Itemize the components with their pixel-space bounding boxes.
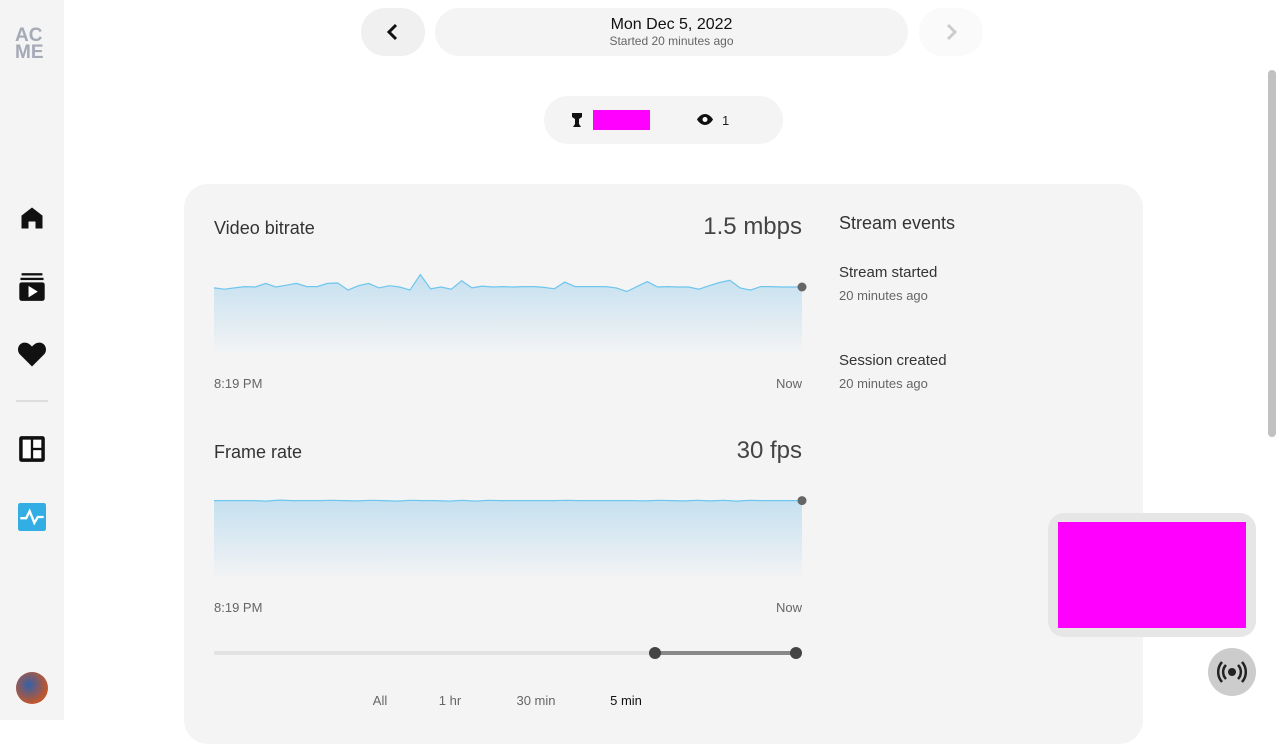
event-name: Stream started bbox=[839, 264, 938, 281]
range-button[interactable]: 30 min bbox=[516, 693, 556, 708]
date: Mon Dec 5, 2022 bbox=[610, 16, 733, 33]
next-button[interactable] bbox=[919, 8, 983, 56]
divider bbox=[16, 400, 48, 402]
range-button[interactable]: 5 min bbox=[610, 693, 642, 708]
metric-title: Video bitrate bbox=[214, 218, 315, 238]
event-name: Session created bbox=[839, 352, 947, 369]
video-frame bbox=[1058, 522, 1246, 628]
scrollbar[interactable] bbox=[1268, 70, 1276, 437]
sparkline-area bbox=[214, 500, 802, 580]
dashboard-icon[interactable] bbox=[18, 435, 46, 463]
last-point bbox=[797, 496, 807, 506]
date-pill: Mon Dec 5, 2022 Started 20 minutes ago bbox=[435, 8, 908, 56]
sparkline-area bbox=[214, 274, 802, 355]
sidebar: AC ME bbox=[0, 0, 64, 720]
broadcast-button[interactable] bbox=[1208, 648, 1256, 696]
sparkline bbox=[214, 499, 802, 502]
slider-range bbox=[655, 651, 796, 655]
axis-start-label: 8:19 PM bbox=[214, 600, 263, 615]
metric-title: Frame rate bbox=[214, 442, 303, 462]
favorites-icon[interactable] bbox=[17, 340, 47, 368]
axis-end-label: Now bbox=[775, 600, 802, 615]
last-point bbox=[797, 282, 807, 292]
sparkline bbox=[213, 273, 802, 293]
avatar[interactable] bbox=[16, 672, 48, 704]
event-time: 20 minutes ago bbox=[839, 376, 928, 391]
metric-value: 30 fps bbox=[736, 437, 802, 464]
started: Started 20 minutes ago bbox=[609, 34, 734, 48]
activity-icon[interactable] bbox=[18, 503, 46, 531]
prev-button[interactable] bbox=[361, 8, 425, 56]
axis-end-label: Now bbox=[775, 376, 802, 391]
range-button[interactable]: 1 hr bbox=[438, 693, 462, 708]
slider-handle[interactable] bbox=[649, 647, 661, 659]
events-title: Stream events bbox=[839, 213, 956, 233]
eye-icon bbox=[697, 114, 713, 125]
slider-track bbox=[214, 651, 796, 655]
stats-card bbox=[184, 184, 1143, 744]
videos-icon[interactable] bbox=[18, 272, 46, 302]
viewer-count: 1 bbox=[722, 113, 730, 128]
charts bbox=[213, 273, 807, 580]
redacted bbox=[593, 110, 650, 130]
rook-icon bbox=[572, 113, 582, 127]
axis-start-label: 8:19 PM bbox=[214, 376, 263, 391]
stats-pill: 1 bbox=[544, 96, 783, 144]
event-time: 20 minutes ago bbox=[839, 288, 928, 303]
video-preview[interactable] bbox=[1048, 513, 1256, 637]
logo: AC ME bbox=[15, 25, 44, 63]
range-button[interactable]: All bbox=[372, 693, 388, 708]
metric-value: 1.5 mbps bbox=[703, 213, 802, 240]
slider-handle[interactable] bbox=[790, 647, 802, 659]
home-icon[interactable] bbox=[18, 204, 46, 232]
